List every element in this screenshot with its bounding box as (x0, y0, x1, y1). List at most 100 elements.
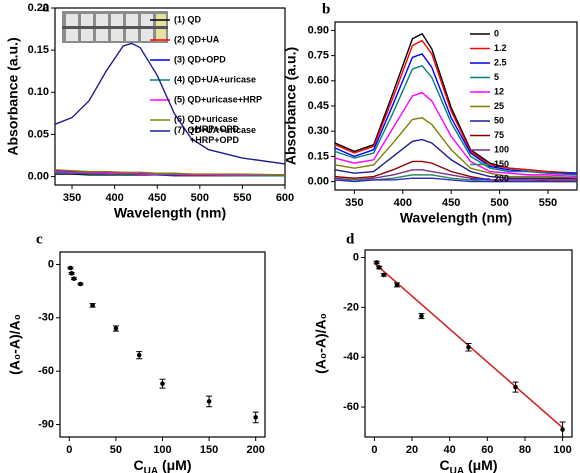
data-point (513, 384, 518, 390)
x-tick-label: 450 (442, 197, 460, 209)
data-point (419, 313, 424, 319)
data-point (381, 272, 387, 278)
y-tick-label: 0.20 (28, 2, 49, 14)
x-tick-label: 550 (539, 197, 557, 209)
spectrum-line (334, 177, 577, 183)
legend-label: (3) QD+OPD (174, 54, 226, 64)
x-tick-label: 20 (406, 444, 418, 456)
legend-label: (1) QD (174, 14, 202, 24)
legend-label: 25 (494, 101, 504, 111)
y-axis-title: (A₀-A)/A₀ (7, 314, 23, 375)
data-point (69, 271, 74, 276)
y-tick-label: 0.60 (308, 75, 329, 87)
y-tick-label: -40 (343, 351, 359, 363)
data-point (113, 326, 119, 331)
spectrum-line (55, 173, 285, 177)
spectrum-line (334, 138, 577, 179)
spectrum-line (54, 170, 285, 176)
panel-label: a (42, 0, 50, 15)
x-tick-label: 400 (394, 197, 412, 209)
spectrum-line (334, 32, 578, 174)
panel-label: b (322, 1, 330, 17)
y-tick-label: 0.30 (308, 125, 329, 137)
legend-label: 1.2 (494, 43, 507, 53)
x-axis-title: CUA (μM) (133, 457, 191, 473)
legend-label: (4) QD+UA+uricase (174, 74, 256, 84)
x-axis-title-part: UA (450, 466, 464, 473)
legend-label: 2.5 (494, 57, 507, 67)
data-point (376, 265, 382, 270)
legend-label: 100 (494, 144, 509, 154)
data-point (160, 381, 165, 386)
data-point (374, 260, 379, 265)
plot-frame (59, 251, 266, 438)
legend-label: (2) QD+UA (174, 34, 220, 44)
x-tick-label: 0 (66, 444, 72, 456)
legend-label: 150 (494, 159, 509, 169)
x-tick-label: 200 (247, 444, 265, 456)
x-axis-title: Wavelength (nm) (400, 210, 512, 226)
data-point (466, 344, 471, 350)
y-tick-label: -20 (343, 301, 359, 313)
legend-line: (7) QD+UA+uricase (174, 125, 256, 135)
data-point (394, 282, 400, 288)
legend-label: (7) QD+UA+uricase +HRP+OPD (174, 125, 256, 145)
x-tick-label: 500 (191, 192, 209, 204)
y-tick-label: 0.00 (308, 176, 329, 188)
legend-label: 50 (494, 115, 504, 125)
y-tick-label: -90 (38, 418, 54, 430)
panel-label: c (36, 231, 43, 247)
legend-label: 5 (494, 72, 499, 82)
legend-label: (5) QD+uricase+HRP (174, 94, 262, 104)
x-tick-label: 50 (110, 444, 122, 456)
y-tick-label: -60 (38, 365, 54, 377)
x-tick-label: 100 (553, 444, 571, 456)
y-axis-title: Absorbance (a.u.) (5, 37, 21, 155)
spectrum-line (334, 117, 578, 179)
x-axis-title-part: (μM) (464, 457, 497, 473)
spectrum-line (334, 64, 578, 176)
x-tick-label: 350 (63, 192, 81, 204)
data-point (253, 415, 258, 420)
x-tick-label: 550 (233, 192, 251, 204)
x-axis-title: Wavelength (nm) (114, 205, 226, 221)
legend-line: +HRP+OPD (190, 135, 240, 145)
legend-label: 200 (494, 173, 509, 183)
data-point (78, 281, 83, 287)
legend-label: 12 (494, 86, 504, 96)
x-axis-title-part: (μM) (158, 457, 191, 473)
x-tick-label: 0 (371, 444, 377, 456)
y-tick-label: -60 (343, 401, 359, 413)
plot-frame (54, 7, 286, 186)
x-tick-label: 400 (105, 192, 123, 204)
y-tick-label: 0.15 (28, 44, 49, 56)
data-point (560, 427, 565, 432)
x-axis-title-part: UA (144, 466, 158, 473)
y-tick-label: 0.45 (308, 100, 329, 112)
data-point (136, 352, 142, 358)
legend-label: (6) QD+uricase +HRP+OPD (174, 114, 240, 134)
data-point (71, 276, 77, 281)
x-tick-label: 80 (519, 444, 531, 456)
legend-line: (6) QD+uricase (174, 114, 238, 124)
plot-frame (364, 249, 573, 438)
legend-line: +HRP+OPD (190, 124, 240, 134)
y-tick-label: 0 (353, 251, 359, 263)
legend-label: 0 (494, 28, 499, 38)
x-tick-label: 150 (200, 444, 218, 456)
spectrum-line (334, 169, 577, 183)
y-tick-label: 0.10 (28, 86, 49, 98)
x-tick-label: 100 (153, 444, 171, 456)
spectrum-line (334, 53, 577, 174)
y-axis-title: Absorbance (a.u.) (283, 47, 299, 165)
y-tick-label: 0.75 (308, 50, 329, 62)
y-tick-label: 0.05 (28, 128, 49, 140)
x-axis-title: CUA (μM) (439, 457, 497, 473)
data-point (68, 265, 73, 271)
y-axis-title: (A₀-A)/A₀ (313, 313, 329, 374)
x-tick-label: 500 (490, 197, 508, 209)
data-point (206, 399, 212, 404)
spectrum-line (334, 39, 578, 174)
y-tick-label: 0.90 (308, 24, 329, 36)
